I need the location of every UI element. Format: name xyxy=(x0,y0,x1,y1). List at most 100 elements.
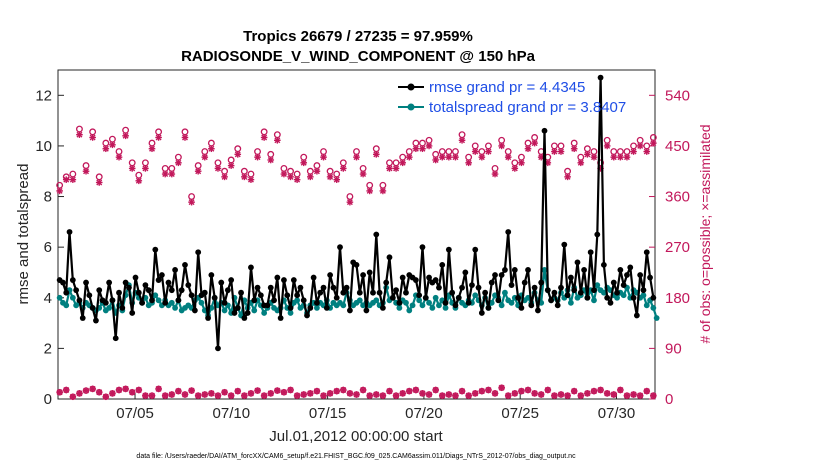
obs-assimilated-marker xyxy=(524,145,532,153)
obs-star-stroke xyxy=(406,154,413,161)
obs-star-stroke xyxy=(175,388,182,395)
obs-low-assimilated-marker xyxy=(280,388,288,396)
rmse-point xyxy=(337,244,343,251)
rmse-point xyxy=(511,267,518,273)
obs-low-assimilated-marker xyxy=(531,390,538,397)
obs-star-stroke xyxy=(571,145,578,152)
obs-star-stroke xyxy=(465,159,472,166)
obs-star-stroke xyxy=(551,148,558,155)
obs-assimilated-marker xyxy=(300,159,308,167)
totalspread-point xyxy=(287,310,294,316)
obs-low-assimilated-marker xyxy=(168,391,176,398)
obs-star-stroke xyxy=(386,388,393,395)
obs-star-stroke xyxy=(89,134,96,141)
obs-star-stroke xyxy=(505,154,512,161)
obs-star-stroke xyxy=(228,392,235,399)
obs-assimilated-marker xyxy=(379,187,387,195)
obs-star-stroke xyxy=(604,390,611,397)
rmse-point xyxy=(518,304,525,311)
obs-assimilated-marker xyxy=(280,170,288,178)
rmse-point xyxy=(604,294,611,301)
obs-assimilated-marker xyxy=(359,170,367,178)
obs-assimilated-marker xyxy=(340,165,347,172)
rmse-point xyxy=(403,289,409,296)
obs-assimilated-marker xyxy=(320,153,327,161)
rmse-point xyxy=(366,269,373,276)
obs-assimilated-marker xyxy=(584,151,591,158)
obs-star-stroke xyxy=(168,391,175,398)
rmse-point xyxy=(640,287,647,294)
obs-low-assimilated-marker xyxy=(122,385,129,393)
obs-star-stroke xyxy=(122,385,129,392)
obs-low-assimilated-marker xyxy=(379,392,387,399)
obs-star-stroke xyxy=(637,392,644,399)
obs-star-stroke xyxy=(637,142,644,149)
obs-star-stroke xyxy=(280,389,287,396)
right-tick-label: 360 xyxy=(665,189,690,206)
rmse-point xyxy=(531,284,538,291)
rmse-point xyxy=(211,294,218,301)
right-tick-label: 180 xyxy=(665,290,690,307)
obs-low-assimilated-marker xyxy=(161,392,169,399)
obs-star-stroke xyxy=(650,392,657,399)
rmse-point xyxy=(314,299,320,306)
obs-assimilated-marker xyxy=(564,173,571,181)
legend-spread-label: totalspread grand pr = 3.8407 xyxy=(429,99,626,116)
obs-low-assimilated-marker xyxy=(227,392,235,399)
right-tick-label: 540 xyxy=(665,87,690,104)
obs-assimilated-marker xyxy=(307,173,314,181)
obs-star-stroke xyxy=(426,391,433,398)
obs-star-stroke xyxy=(399,159,406,166)
totalspread-point xyxy=(653,315,660,321)
obs-low-assimilated-marker xyxy=(340,386,347,394)
rmse-point xyxy=(205,315,211,321)
rmse-point xyxy=(419,244,426,251)
rmse-point xyxy=(416,292,423,299)
obs-star-stroke xyxy=(623,392,630,399)
rmse-point xyxy=(574,259,581,266)
rmse-point xyxy=(145,287,152,294)
totalspread-point xyxy=(152,292,159,299)
rmse-point xyxy=(376,289,383,296)
obs-star-stroke xyxy=(591,154,597,161)
left-tick-label: 10 xyxy=(35,138,52,155)
obs-low-assimilated-marker xyxy=(518,387,525,395)
obs-assimilated-marker xyxy=(603,142,611,150)
obs-star-stroke xyxy=(630,391,637,398)
totalspread-point xyxy=(314,304,320,311)
obs-star-stroke xyxy=(353,154,360,161)
totalspread-point xyxy=(106,304,113,311)
obs-star-stroke xyxy=(518,159,525,166)
obs-star-stroke xyxy=(459,388,466,395)
rmse-point xyxy=(459,284,465,291)
obs-star-stroke xyxy=(366,187,373,194)
rmse-point xyxy=(561,241,568,248)
obs-assimilated-marker xyxy=(353,153,360,161)
obs-star-stroke xyxy=(393,165,400,172)
obs-assimilated-marker xyxy=(471,148,479,155)
obs-star-stroke xyxy=(307,390,314,397)
rmse-point xyxy=(201,289,208,296)
rmse-point xyxy=(449,289,456,296)
obs-low-assimilated-marker xyxy=(102,393,110,401)
totalspread-point xyxy=(396,304,403,311)
legend: rmse grand pr = 4.4345 totalspread grand… xyxy=(398,79,626,116)
obs-assimilated-marker xyxy=(438,153,446,161)
obs-star-stroke xyxy=(195,392,202,399)
obs-star-stroke xyxy=(168,171,175,178)
obs-low-assimilated-marker xyxy=(254,387,261,394)
obs-low-assimilated-marker xyxy=(458,387,466,395)
obs-star-stroke xyxy=(531,140,538,147)
obs-star-stroke xyxy=(274,137,281,144)
obs-star-stroke xyxy=(261,134,268,141)
obs-low-assimilated-marker xyxy=(445,391,453,398)
obs-star-stroke xyxy=(56,187,63,194)
totalspread-point xyxy=(541,267,548,273)
rmse-point xyxy=(597,74,604,81)
obs-star-stroke xyxy=(221,173,228,180)
rmse-point xyxy=(571,287,578,294)
obs-low-assimilated-marker xyxy=(109,390,116,397)
obs-star-stroke xyxy=(313,388,320,395)
obs-assimilated-marker xyxy=(452,153,459,161)
rmse-point xyxy=(287,304,294,311)
